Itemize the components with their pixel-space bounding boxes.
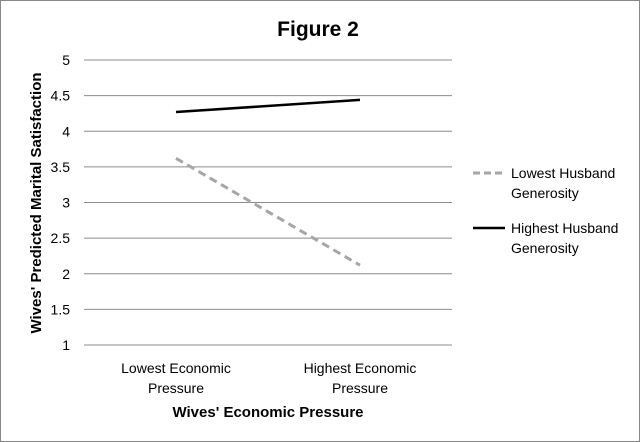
y-tick-label: 5 xyxy=(62,52,70,68)
x-axis-title: Wives' Economic Pressure xyxy=(172,404,363,421)
legend-label: Highest Husband Generosity xyxy=(511,220,618,256)
y-tick-label: 4 xyxy=(62,123,70,139)
gridlines xyxy=(84,59,452,310)
x-axis-ticks: Lowest Economic Pressure Highest Economic P… xyxy=(121,360,416,396)
y-tick-label: 1.5 xyxy=(51,301,71,317)
y-tick-label: 2 xyxy=(62,266,70,282)
x-tick-label: Lowest Economic Pressure xyxy=(121,360,231,396)
chart-title: Figure 2 xyxy=(277,18,359,41)
y-tick-label: 2.5 xyxy=(51,230,71,246)
y-axis-title: Wives' Predicted Marital Satisfaction xyxy=(28,72,45,333)
y-tick-label: 1 xyxy=(62,337,70,353)
y-tick-label: 3.5 xyxy=(51,159,71,175)
y-tick-label: 4.5 xyxy=(51,88,71,104)
series-line-1 xyxy=(175,157,361,267)
x-tick-label: Highest Economic Pressure xyxy=(304,360,417,396)
series-lines xyxy=(175,98,361,267)
y-tick-label: 3 xyxy=(62,195,70,211)
legend: Lowest Husband Generosity Highest Husband G… xyxy=(473,165,618,256)
legend-label: Lowest Husband Generosity xyxy=(511,165,615,201)
y-axis-ticks: 1 1.5 2 2.5 3 3.5 4 4.5 5 xyxy=(51,52,71,353)
series-line-2 xyxy=(175,98,361,114)
